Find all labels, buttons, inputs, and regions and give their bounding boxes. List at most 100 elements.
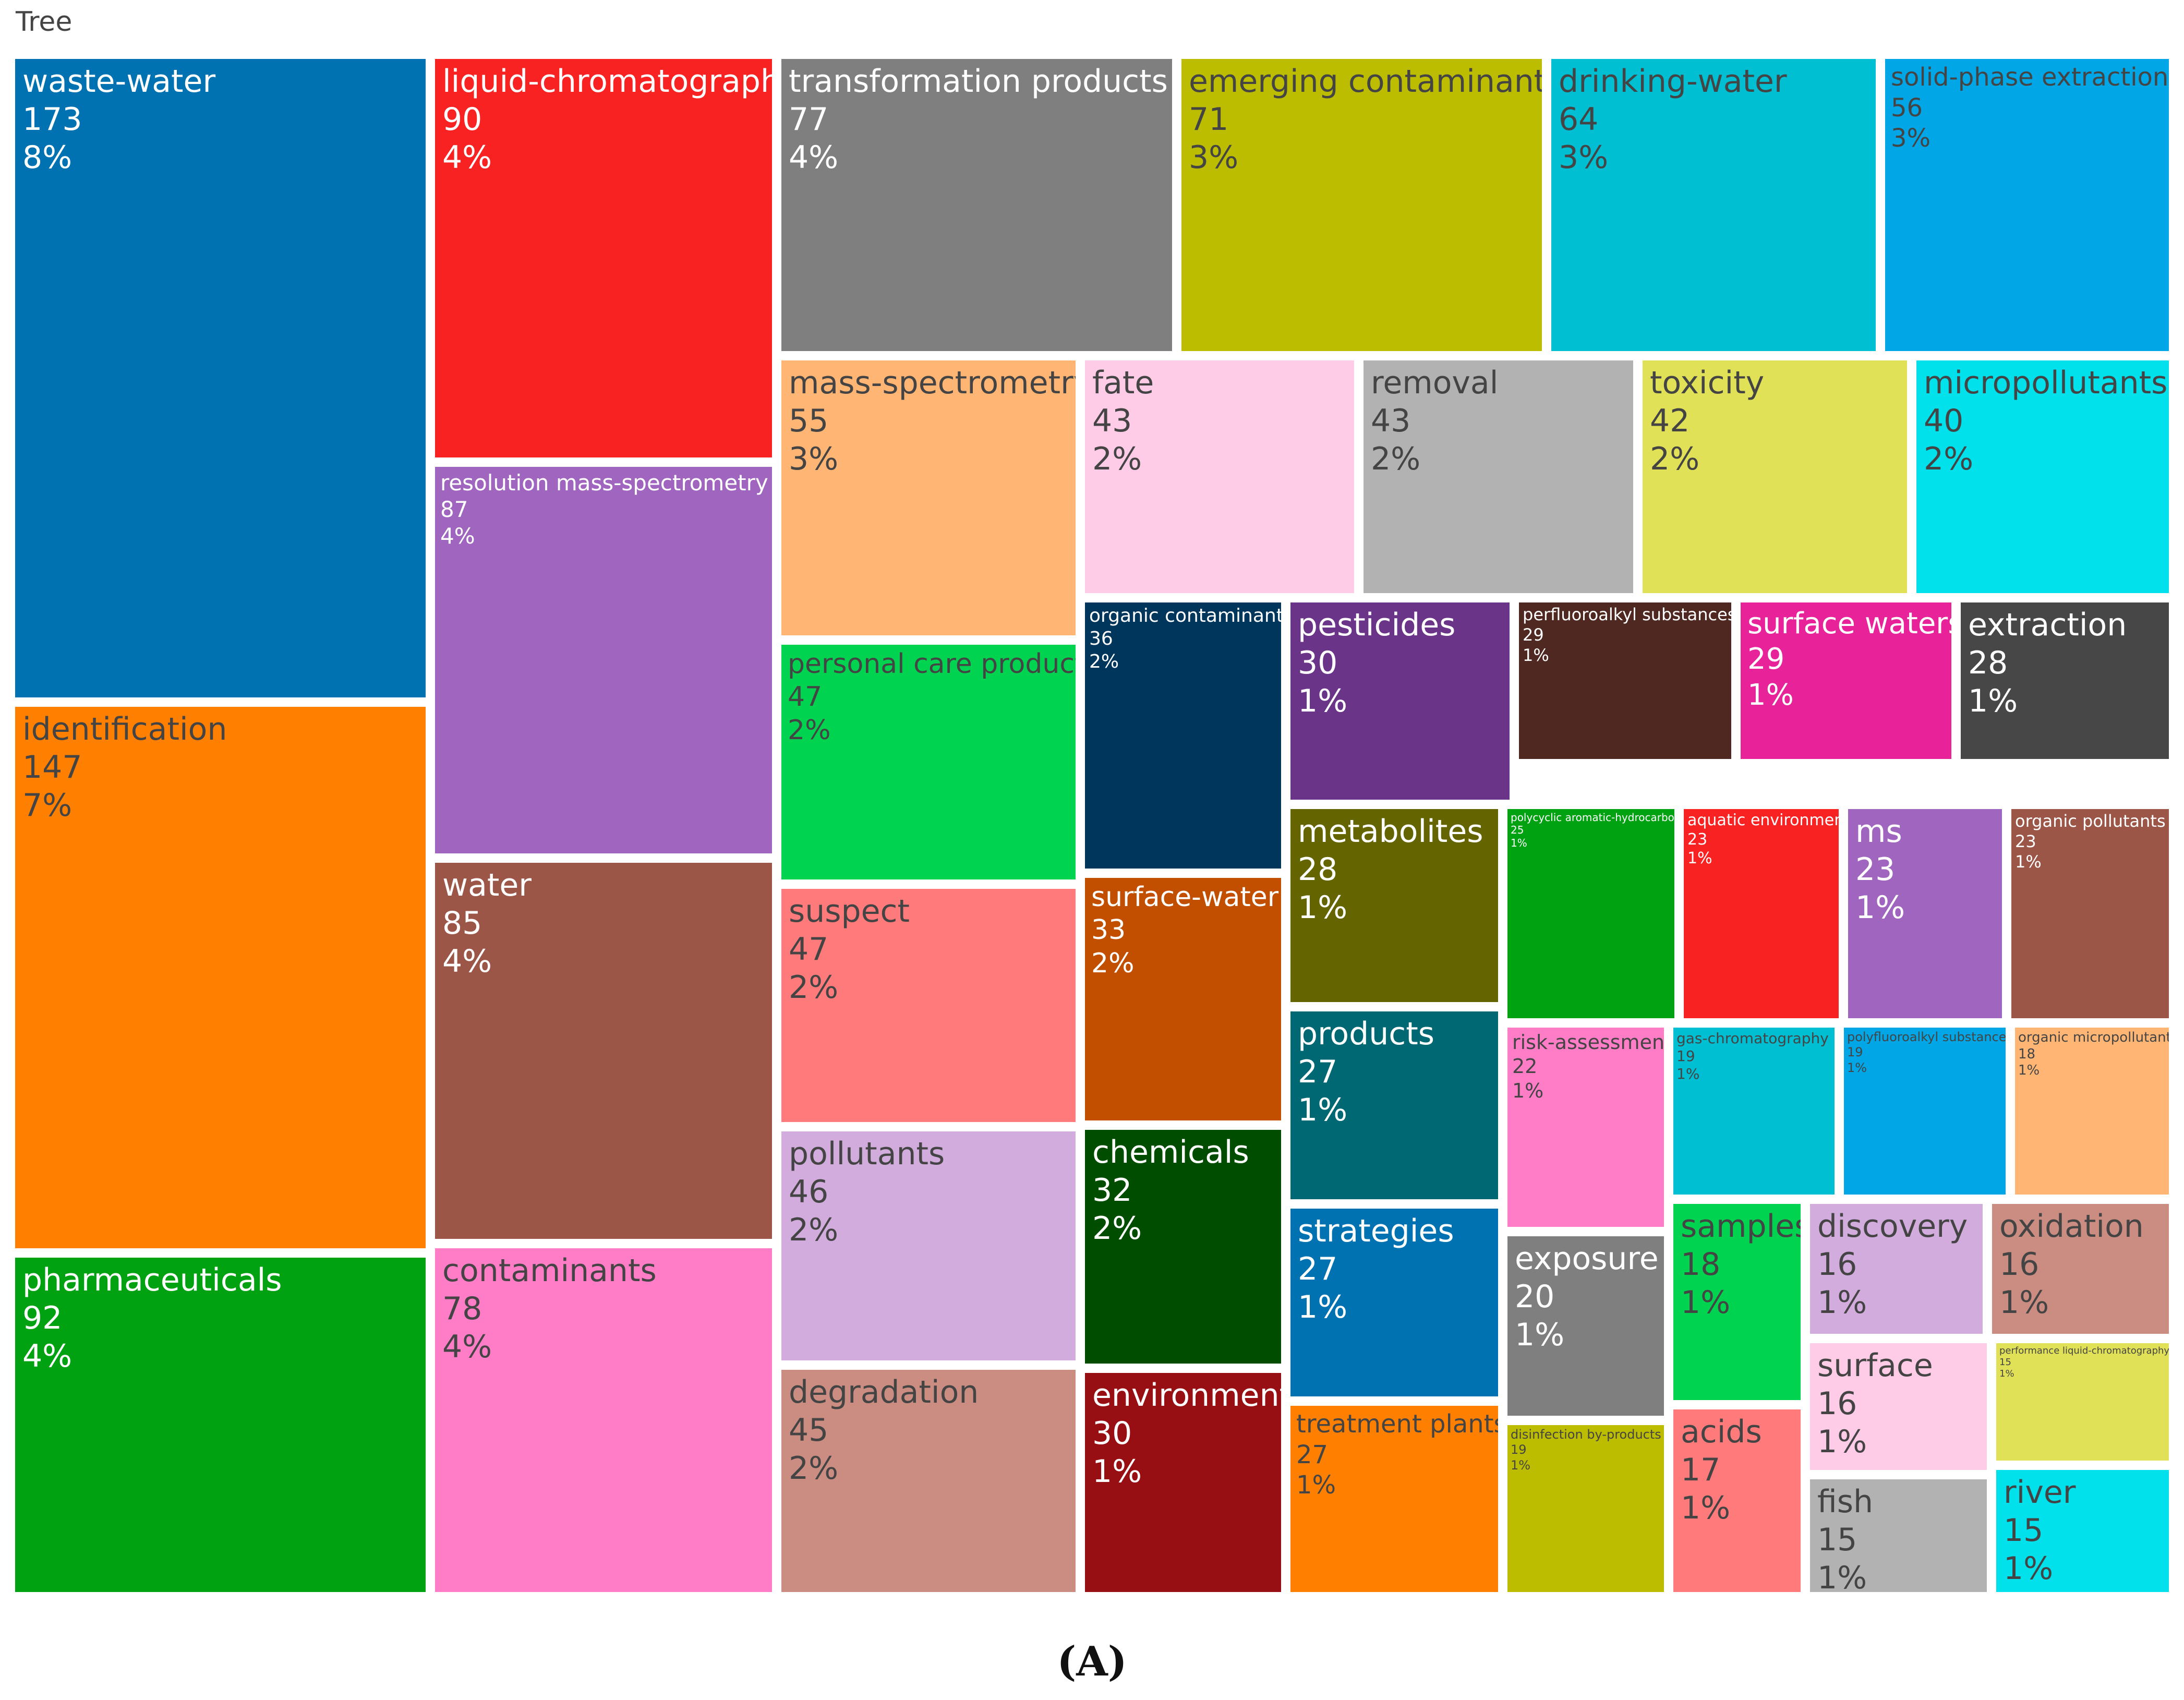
tile-label: organic contaminants	[1089, 605, 1281, 626]
tile-label: river	[2004, 1474, 2076, 1511]
tile-value: 56	[1891, 93, 1923, 123]
tile-value: 19	[1676, 1047, 1695, 1065]
tile-value: 47	[788, 681, 823, 713]
tile-label: aquatic environment	[1687, 811, 1839, 829]
treemap-tile-disinfection-by-products: disinfection by-products 19 1%	[1507, 1425, 1664, 1592]
tile-value: 78	[442, 1291, 482, 1328]
tile-value: 36	[1089, 628, 1113, 649]
tile-label: samples	[1681, 1208, 1801, 1245]
tile-percent: 4%	[440, 523, 475, 549]
treemap-tile-toxicity: toxicity 42 2%	[1643, 360, 1907, 593]
tile-value: 29	[1747, 642, 1785, 677]
tile-percent: 3%	[1189, 139, 1239, 176]
treemap-tile-water: water 85 4%	[435, 863, 772, 1239]
tile-label: products	[1298, 1016, 1435, 1052]
tile-percent: 1%	[1676, 1065, 1700, 1083]
tile-value: 46	[789, 1174, 829, 1211]
tile-value: 27	[1298, 1054, 1338, 1091]
tile-percent: 2%	[788, 714, 831, 746]
tile-value: 30	[1298, 645, 1338, 682]
treemap-tile-aquatic-environment: aquatic environment 23 1%	[1684, 809, 1839, 1018]
tile-label: discovery	[1817, 1208, 1968, 1245]
tile-value: 16	[1817, 1246, 1857, 1283]
tile-label: oxidation	[1999, 1208, 2144, 1245]
tile-percent: 1%	[1298, 683, 1348, 720]
tile-value: 28	[1968, 645, 2008, 682]
tile-value: 43	[1092, 403, 1132, 440]
tile-percent: 1%	[2018, 1063, 2040, 1079]
treemap-tile-pharmaceuticals: pharmaceuticals 92 4%	[15, 1258, 426, 1592]
tile-percent: 2%	[1092, 441, 1142, 478]
tile-label: environment	[1092, 1377, 1281, 1414]
tile-label: pollutants	[789, 1136, 945, 1172]
tile-value: 23	[2015, 831, 2036, 852]
treemap-tile-fish: fish 15 1%	[1810, 1479, 1987, 1592]
tile-value: 85	[442, 905, 482, 942]
figure-caption: (A)	[1057, 1638, 1127, 1685]
tile-label: chemicals	[1092, 1134, 1249, 1171]
treemap-tile-fate: fate 43 2%	[1085, 360, 1354, 593]
tile-label: ms	[1855, 813, 1902, 850]
treemap-tile-micropollutants: micropollutants 40 2%	[1916, 360, 2169, 593]
treemap-tile-surface: surface 16 1%	[1810, 1343, 1987, 1470]
tile-label: surface-water	[1091, 882, 1279, 913]
treemap-tile-liquid-chromatography: liquid-chromatography 90 4%	[435, 59, 772, 457]
tile-value: 173	[22, 101, 82, 138]
tile-label: metabolites	[1298, 813, 1483, 850]
tile-value: 42	[1650, 403, 1690, 440]
treemap-tile-strategies: strategies 27 1%	[1290, 1209, 1498, 1396]
tile-value: 92	[22, 1300, 63, 1337]
tile-label: personal care products	[788, 648, 1076, 680]
tile-label: pesticides	[1298, 607, 1456, 643]
tile-value: 32	[1092, 1172, 1132, 1209]
chart-title: Tree	[16, 6, 73, 38]
tile-percent: 1%	[1817, 1424, 1867, 1461]
tile-label: degradation	[789, 1374, 979, 1410]
tile-percent: 1%	[1747, 678, 1794, 712]
tile-percent: 2%	[789, 1450, 839, 1487]
treemap-tile-removal: removal 43 2%	[1364, 360, 1633, 593]
treemap-tile-personal-care-products: personal care products 47 2%	[781, 645, 1076, 879]
tile-label: resolution mass-spectrometry	[440, 470, 768, 496]
treemap-tile-suspect: suspect 47 2%	[781, 889, 1076, 1122]
treemap-tile-resolution-mass-spectrometry: resolution mass-spectrometry 87 4%	[435, 467, 772, 853]
tile-value: 17	[1681, 1452, 1721, 1489]
tile-percent: 8%	[22, 139, 73, 176]
treemap-tile-contaminants: contaminants 78 4%	[435, 1248, 772, 1592]
tile-value: 15	[2004, 1512, 2044, 1549]
treemap-tile-extraction: extraction 28 1%	[1961, 602, 2169, 759]
tile-percent: 2%	[1924, 441, 1974, 478]
tile-label: suspect	[789, 893, 910, 930]
tile-value: 19	[1847, 1045, 1863, 1060]
tile-percent: 1%	[2015, 852, 2042, 872]
tile-value: 25	[1511, 824, 1524, 837]
tile-label: mass-spectrometry	[789, 365, 1076, 401]
treemap-tile-pollutants: pollutants 46 2%	[781, 1131, 1076, 1360]
treemap-tile-polyfluoroalkyl-substances: polyfluoroalkyl substances 19 1%	[1844, 1028, 2006, 1195]
treemap-tile-perfluoroalkyl-substances: perfluoroalkyl substances 29 1%	[1519, 602, 1731, 759]
tile-percent: 1%	[1681, 1284, 1731, 1321]
tile-percent: 3%	[1559, 139, 1609, 176]
tile-value: 27	[1296, 1440, 1329, 1469]
tile-percent: 1%	[1999, 1368, 2014, 1379]
tile-value: 16	[1817, 1385, 1857, 1422]
treemap-tile-river: river 15 1%	[1996, 1470, 2169, 1592]
tile-label: contaminants	[442, 1252, 657, 1289]
treemap-tile-gas-chromatography: gas-chromatography 19 1%	[1673, 1028, 1835, 1195]
treemap-tile-risk-assessment: risk-assessment 22 1%	[1507, 1028, 1664, 1227]
tile-percent: 1%	[1968, 683, 2018, 720]
tile-value: 147	[22, 749, 82, 786]
treemap-tile-exposure: exposure 20 1%	[1507, 1236, 1664, 1416]
tile-value: 15	[1999, 1356, 2011, 1368]
tile-label: gas-chromatography	[1676, 1030, 1829, 1047]
tile-label: pharmaceuticals	[22, 1262, 282, 1298]
treemap-tile-ms: ms 23 1%	[1848, 809, 2002, 1018]
treemap-tile-organic-pollutants: organic pollutants 23 1%	[2011, 809, 2169, 1018]
tile-percent: 1%	[1298, 889, 1348, 926]
tile-value: 90	[442, 101, 482, 138]
treemap-tile-transformation-products: transformation products 77 4%	[781, 59, 1172, 351]
tile-label: drinking-water	[1559, 63, 1787, 100]
tile-label: performance liquid-chromatography	[1999, 1345, 2169, 1356]
tile-percent: 2%	[1371, 441, 1421, 478]
tile-label: surface	[1817, 1347, 1933, 1384]
